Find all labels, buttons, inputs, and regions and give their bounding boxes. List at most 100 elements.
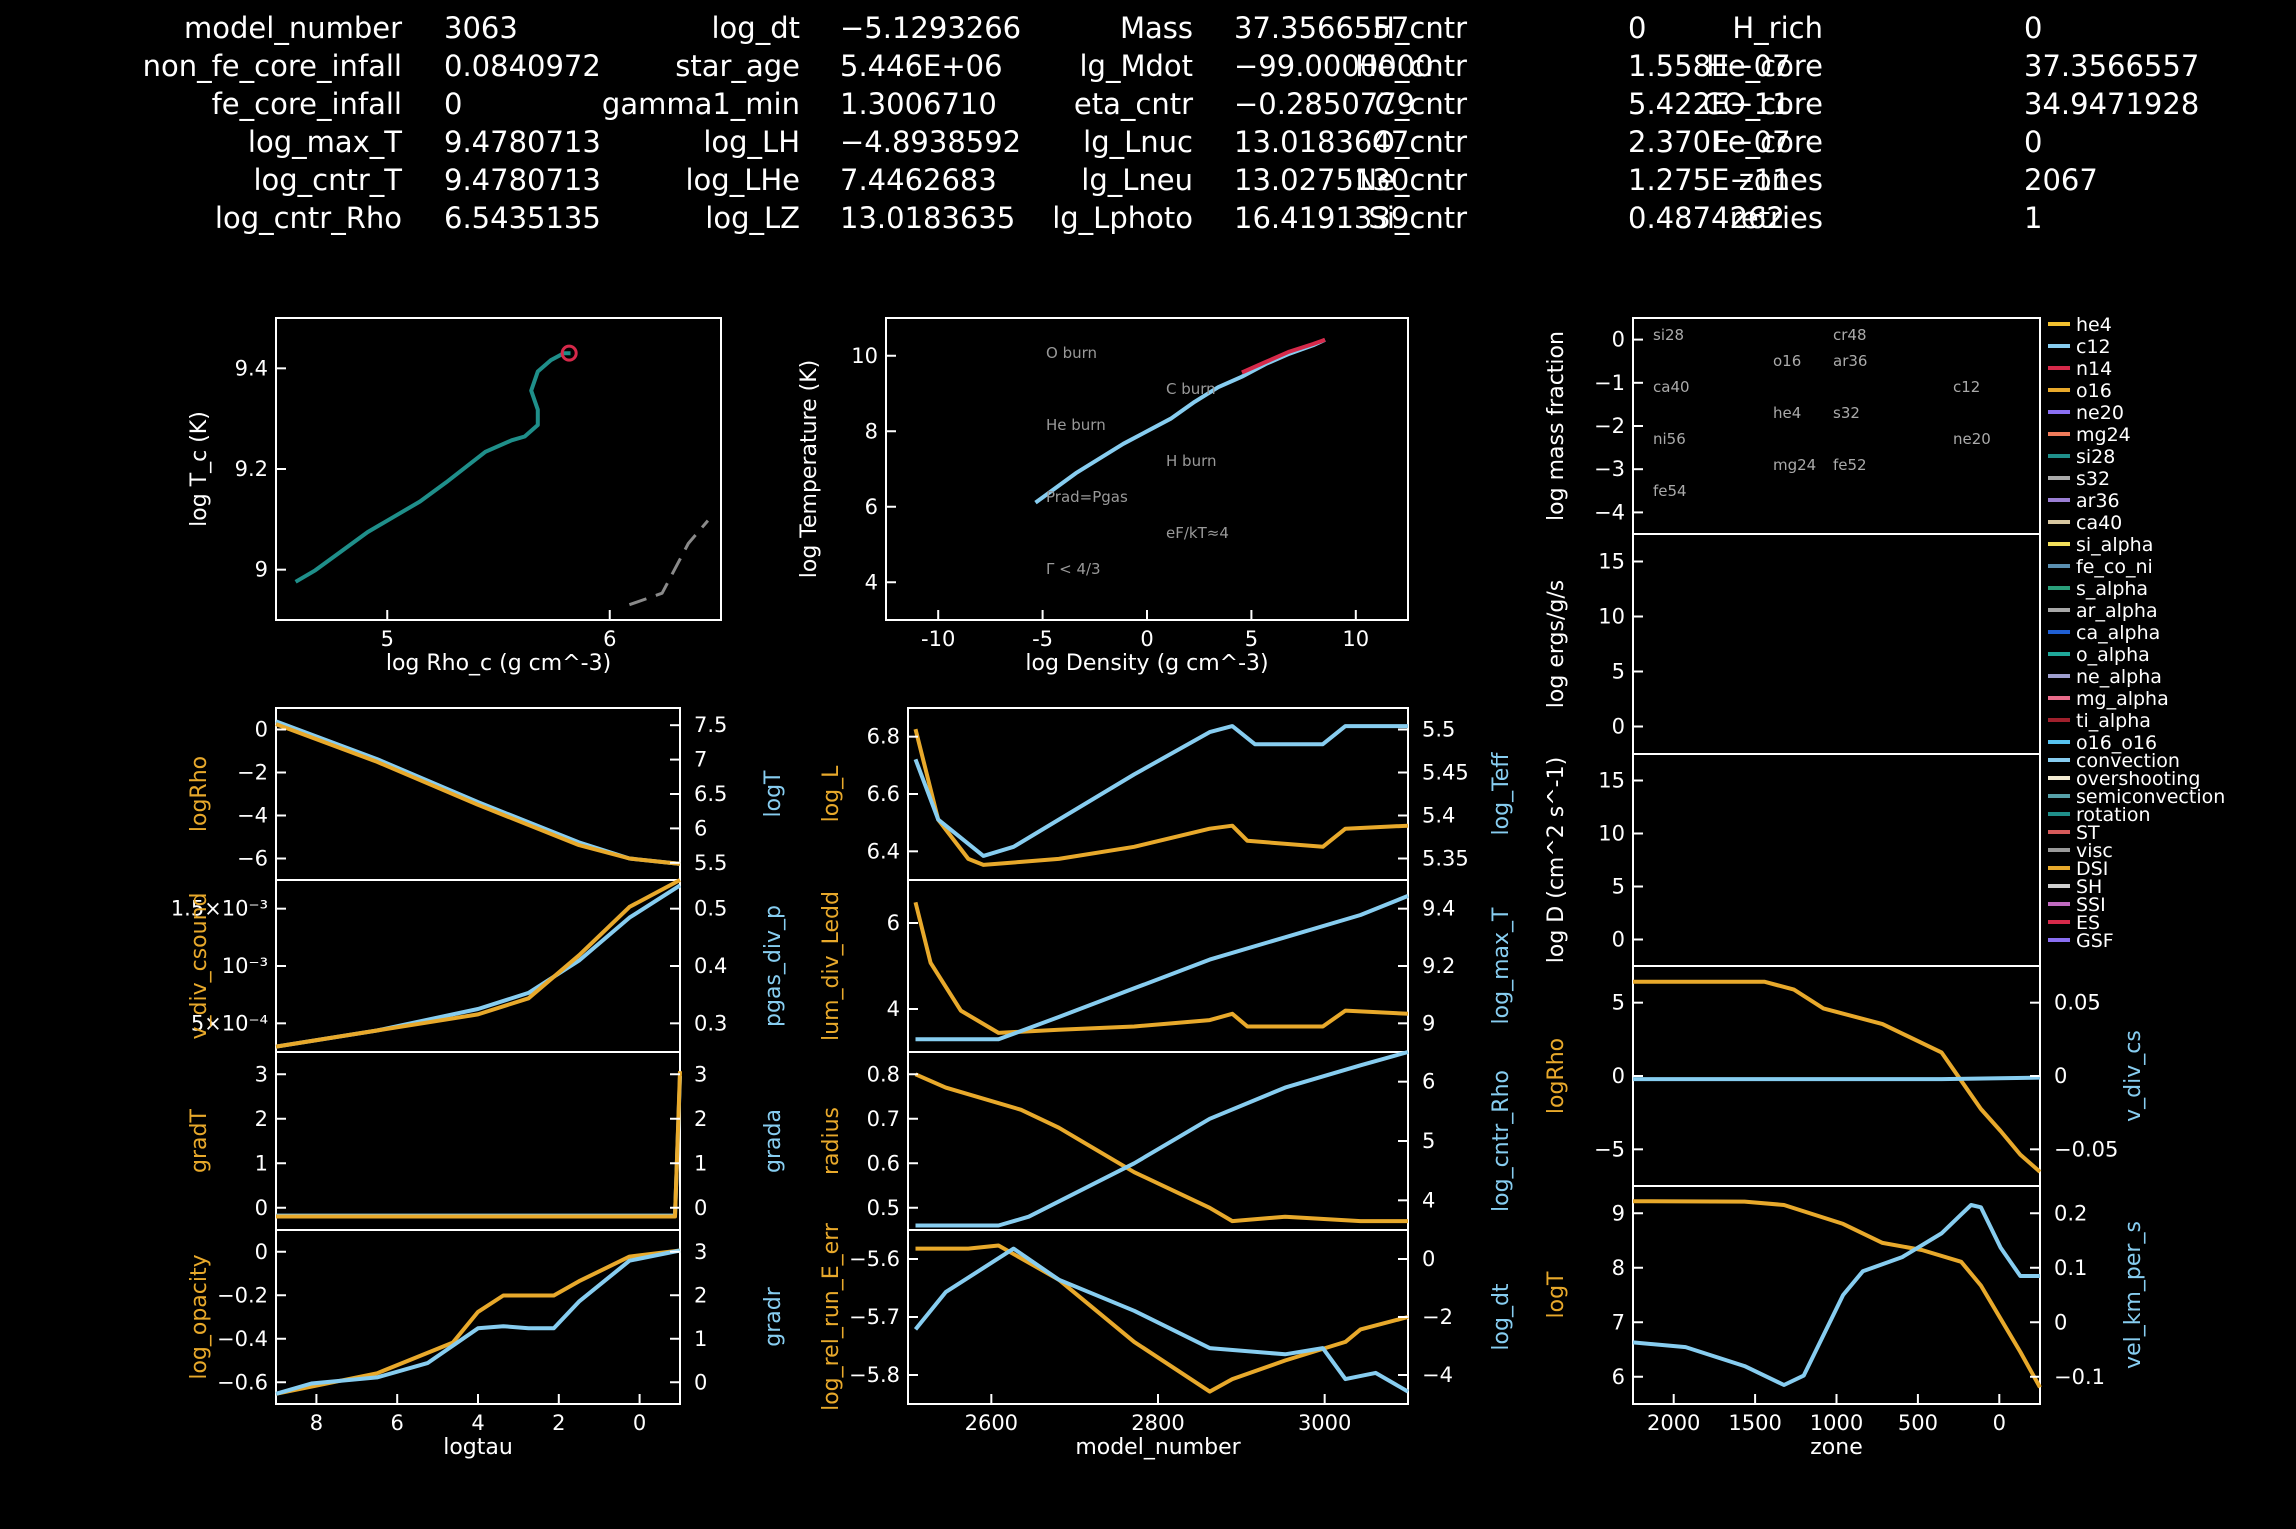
y-tick-label: 5 bbox=[1612, 660, 1625, 684]
y-tick-label: −6 bbox=[237, 847, 268, 871]
y-tick-label: −5.6 bbox=[849, 1247, 900, 1271]
y-right-tick-label: 0.1 bbox=[2054, 1256, 2087, 1280]
y-tick-label: 0 bbox=[255, 1240, 268, 1264]
inline-label: ar36 bbox=[1833, 352, 1867, 370]
legend-label: visc bbox=[2076, 840, 2113, 862]
x-tick-label: 0 bbox=[1140, 627, 1153, 651]
y-axis-label: logRho bbox=[187, 756, 212, 832]
series-line bbox=[275, 1248, 681, 1396]
x-tick-label: -5 bbox=[1032, 627, 1053, 651]
annotation: Prad=Pgas bbox=[1046, 488, 1128, 506]
header-value: 9.4780713 bbox=[444, 163, 601, 197]
y-right-tick-label: 5.5 bbox=[694, 851, 727, 875]
x-tick-label: 4 bbox=[471, 1411, 484, 1435]
y-tick-label: 5 bbox=[1612, 991, 1625, 1015]
legend-label: ne_alpha bbox=[2076, 666, 2162, 688]
header-value: 2067 bbox=[2024, 163, 2098, 197]
series-line bbox=[1633, 1075, 2041, 1082]
y-right-tick-label: 2 bbox=[694, 1107, 707, 1131]
y-right-tick-label: 5 bbox=[1422, 1129, 1435, 1153]
y-tick-label: 8 bbox=[1612, 1256, 1625, 1280]
panel-eps bbox=[1632, 533, 2041, 755]
x-tick-label: 500 bbox=[1898, 1411, 1938, 1435]
header-label: Si_cntr bbox=[1368, 201, 1467, 235]
y-tick-label: 9.4 bbox=[235, 356, 268, 380]
y-right-axis-label: pgas_div_p bbox=[761, 905, 786, 1027]
y-tick-label: 8 bbox=[865, 419, 878, 443]
series-line bbox=[1632, 1199, 2042, 1389]
legend-label: ti_alpha bbox=[2076, 710, 2151, 732]
y-tick-label: 6 bbox=[887, 911, 900, 935]
panel-frame bbox=[275, 879, 681, 1053]
y-tick-label: −0.2 bbox=[217, 1283, 268, 1307]
header-value: 13.0275130 bbox=[1234, 163, 1410, 197]
inline-label: mg24 bbox=[1773, 456, 1816, 474]
inline-label: ca40 bbox=[1653, 378, 1690, 396]
y-tick-label: 6.8 bbox=[867, 725, 900, 749]
series-line bbox=[915, 894, 1409, 1042]
y-axis-label: lum_div_Ledd bbox=[819, 891, 844, 1041]
panel-logt_vel_zone bbox=[1632, 1185, 2042, 1405]
legend-label: GSF bbox=[2076, 930, 2114, 952]
series-line bbox=[913, 728, 1409, 867]
x-axis-label: model_number bbox=[1075, 1435, 1241, 1460]
y-axis-label: logT bbox=[1544, 1271, 1569, 1319]
annotation: He burn bbox=[1046, 416, 1106, 434]
x-axis-label: log Rho_c (g cm^-3) bbox=[386, 651, 611, 676]
legend-label: ca40 bbox=[2076, 512, 2122, 534]
header-label: log_dt bbox=[711, 11, 801, 45]
panel-logrho_vdivcs_zone bbox=[1632, 965, 2042, 1187]
x-tick-label: 5 bbox=[381, 627, 394, 651]
y-right-axis-label: gradr bbox=[761, 1286, 786, 1346]
header-value: 1.275E−11 bbox=[1628, 163, 1791, 197]
legend-label: c12 bbox=[2076, 336, 2111, 358]
y-right-tick-label: 5.5 bbox=[1422, 718, 1455, 742]
y-tick-label: 3 bbox=[255, 1062, 268, 1086]
y-tick-label: 9 bbox=[255, 558, 268, 582]
panel-opacity_gradr bbox=[275, 1229, 681, 1405]
panel-frame bbox=[275, 317, 722, 621]
annotation: H burn bbox=[1166, 452, 1217, 470]
legend-label: semiconvection bbox=[2076, 786, 2225, 808]
header-label: log_LH bbox=[703, 125, 800, 159]
panel-frame bbox=[1632, 1185, 2041, 1405]
y-tick-label: 0 bbox=[255, 718, 268, 742]
series-line bbox=[915, 1050, 1409, 1228]
y-right-tick-label: 9.2 bbox=[1422, 954, 1455, 978]
x-tick-label: 0 bbox=[1993, 1411, 2006, 1435]
inline-label: c12 bbox=[1953, 378, 1980, 396]
x-tick-label: 0 bbox=[633, 1411, 646, 1435]
x-tick-label: 6 bbox=[603, 627, 616, 651]
y-right-tick-label: 4 bbox=[1422, 1188, 1435, 1212]
legend-label: ST bbox=[2076, 822, 2100, 844]
series-line bbox=[276, 1076, 682, 1218]
annotation: O burn bbox=[1046, 344, 1097, 362]
y-tick-label: −4 bbox=[1594, 500, 1625, 524]
x-axis-label: logtau bbox=[443, 1435, 513, 1460]
y-right-axis-label: log_cntr_Rho bbox=[1489, 1070, 1514, 1212]
y-right-tick-label: 0 bbox=[1422, 1247, 1435, 1271]
x-axis-label: zone bbox=[1810, 1435, 1863, 1460]
x-tick-label: 2000 bbox=[1647, 1411, 1700, 1435]
legend-label: si_alpha bbox=[2076, 534, 2153, 556]
y-axis-label: log D (cm^2 s^-1) bbox=[1544, 757, 1569, 963]
x-tick-label: 6 bbox=[391, 1411, 404, 1435]
y-right-tick-label: 9.4 bbox=[1422, 897, 1455, 921]
y-axis-label: log T_c (K) bbox=[187, 411, 212, 527]
header-label: fe_core_infall bbox=[211, 87, 402, 121]
legend-label: rotation bbox=[2076, 804, 2151, 826]
header-label: H_rich bbox=[1732, 11, 1823, 45]
legend-label: o16_o16 bbox=[2076, 732, 2157, 754]
header-value: 0 bbox=[2024, 125, 2043, 159]
y-tick-label: 9 bbox=[1612, 1201, 1625, 1225]
x-tick-label: 1500 bbox=[1728, 1411, 1781, 1435]
header-info: model_number 3063 non_fe_core_infall 0.0840… bbox=[0, 0, 2296, 270]
x-axis-label: log Density (g cm^-3) bbox=[1025, 651, 1268, 676]
header-value: 0 bbox=[2024, 11, 2043, 45]
header-label: O_cntr bbox=[1372, 125, 1467, 159]
panel-frame bbox=[1632, 317, 2041, 535]
panel-mixing bbox=[1632, 753, 2041, 967]
header-label: retries bbox=[1729, 201, 1823, 235]
header-label: Fe_core bbox=[1712, 125, 1823, 159]
y-right-tick-label: 0.4 bbox=[694, 954, 727, 978]
